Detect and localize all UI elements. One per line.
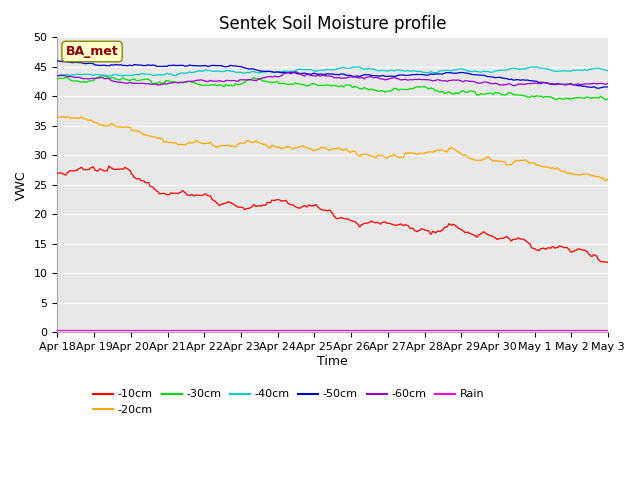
Text: BA_met: BA_met: [66, 45, 118, 58]
X-axis label: Time: Time: [317, 355, 348, 368]
Legend: -10cm, -20cm, -30cm, -40cm, -50cm, -60cm, Rain: -10cm, -20cm, -30cm, -40cm, -50cm, -60cm…: [89, 385, 489, 420]
Title: Sentek Soil Moisture profile: Sentek Soil Moisture profile: [219, 15, 447, 33]
Y-axis label: VWC: VWC: [15, 170, 28, 200]
